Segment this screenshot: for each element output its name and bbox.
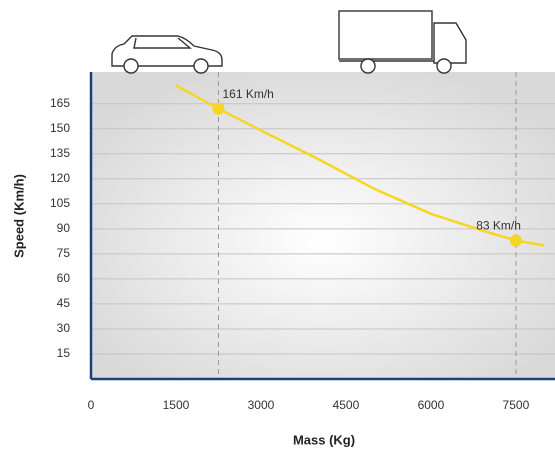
y-tick-label: 90 — [57, 221, 71, 235]
y-tick-label: 15 — [57, 346, 71, 360]
x-tick-label: 3000 — [248, 398, 275, 412]
x-axis-title: Mass (Kg) — [293, 432, 355, 447]
y-tick-label: 120 — [50, 171, 70, 185]
y-tick-label: 60 — [57, 271, 71, 285]
x-tick-label: 4500 — [333, 398, 360, 412]
x-tick-label: 7500 — [503, 398, 530, 412]
y-tick-label: 135 — [50, 146, 70, 160]
point-label: 161 Km/h — [222, 87, 273, 101]
y-tick-label: 165 — [50, 96, 70, 110]
x-tick-label: 0 — [88, 398, 95, 412]
point — [509, 234, 522, 247]
curve — [175, 84, 545, 247]
y-axis-title: Speed (Km/h) — [11, 174, 26, 258]
car-icon — [111, 35, 223, 74]
y-tick-label: 30 — [57, 321, 71, 335]
point — [212, 102, 225, 115]
y-tick-label: 105 — [50, 196, 70, 210]
truck-icon — [338, 10, 467, 74]
point-label: 83 Km/h — [476, 219, 521, 233]
y-tick-label: 75 — [57, 246, 71, 260]
y-tick-label: 45 — [57, 296, 71, 310]
plot-background — [91, 72, 555, 379]
x-tick-label: 1500 — [163, 398, 190, 412]
x-tick-label: 6000 — [418, 398, 445, 412]
y-tick-label: 150 — [50, 121, 70, 135]
